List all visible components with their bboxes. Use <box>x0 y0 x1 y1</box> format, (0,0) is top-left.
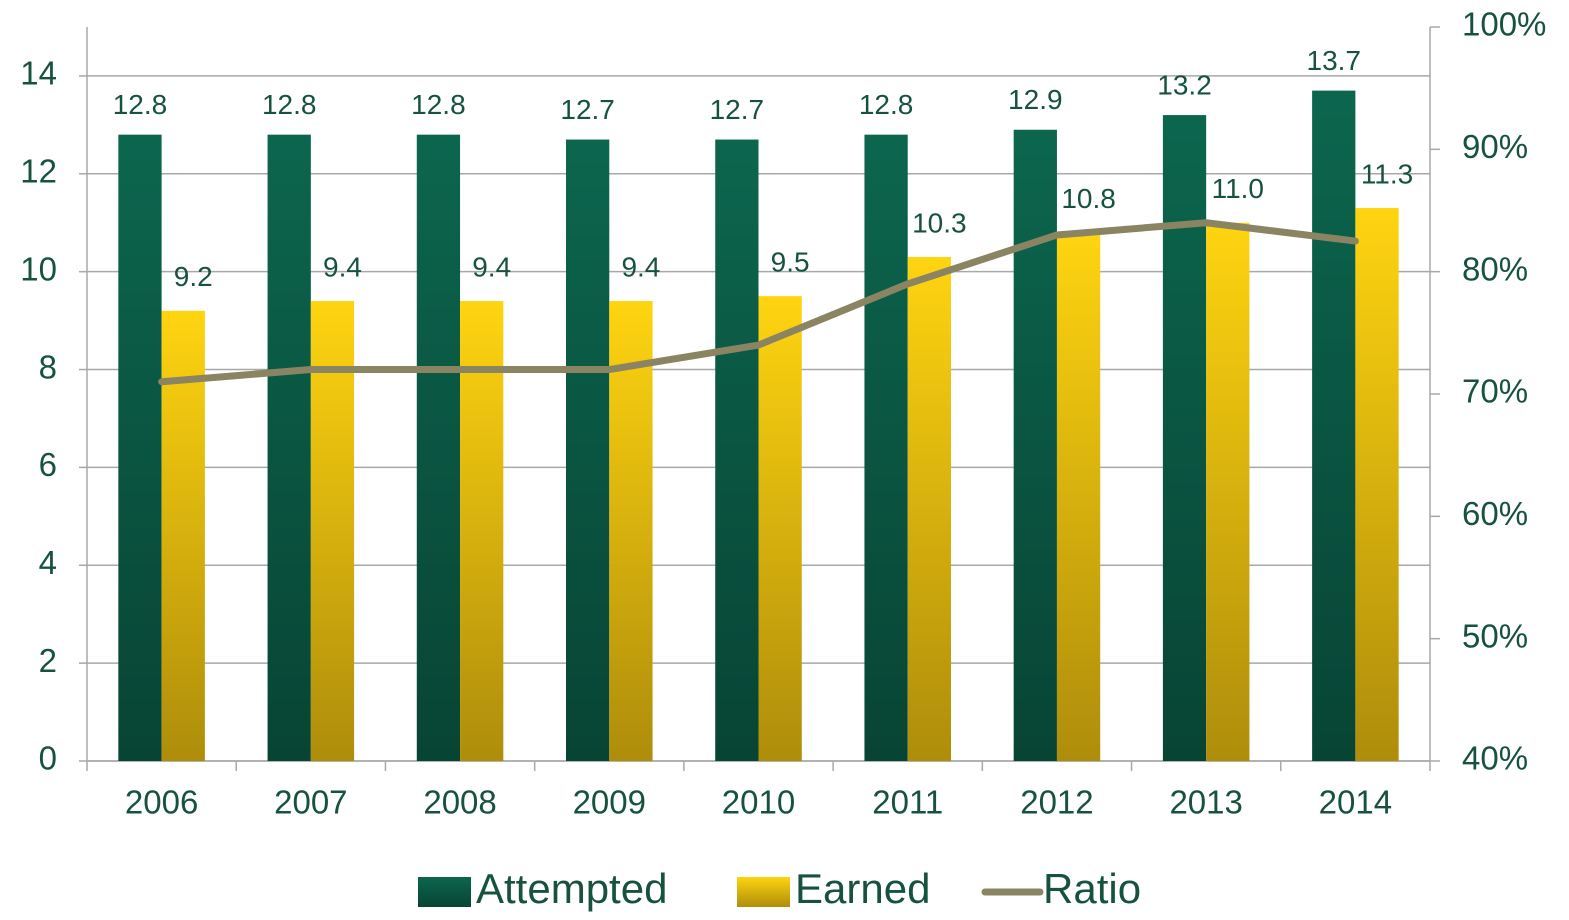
y-tick-label: 0 <box>39 740 57 777</box>
bar <box>1162 115 1207 761</box>
x-tick-label: 2010 <box>722 784 795 821</box>
data-label: 9.2 <box>174 261 213 292</box>
x-tick-label: 2012 <box>1020 784 1093 821</box>
x-tick-label: 2006 <box>125 784 198 821</box>
legend-label: Attempted <box>476 865 667 912</box>
y-tick-label: 6 <box>39 446 57 483</box>
x-tick-label: 2008 <box>423 784 496 821</box>
bar <box>161 310 205 761</box>
data-label: 9.5 <box>771 247 810 278</box>
legend-swatch <box>418 877 471 907</box>
data-label: 10.3 <box>912 207 967 238</box>
data-label: 9.4 <box>621 251 660 282</box>
y2-tick-label: 100% <box>1462 6 1546 43</box>
bar <box>715 139 759 762</box>
bar <box>267 134 311 762</box>
y-tick-label: 10 <box>20 250 57 287</box>
data-label: 12.8 <box>411 89 466 120</box>
data-label: 12.8 <box>262 89 317 120</box>
ratio-line <box>158 219 1359 386</box>
y-tick-label: 2 <box>39 642 57 679</box>
x-tick-label: 2014 <box>1319 784 1392 821</box>
legend-swatch <box>737 877 790 907</box>
bar <box>1056 232 1101 761</box>
bar <box>1013 129 1057 761</box>
bar <box>758 296 802 761</box>
bar <box>118 134 162 762</box>
data-label: 9.4 <box>323 251 362 282</box>
y2-tick-label: 60% <box>1462 495 1528 532</box>
data-label: 13.7 <box>1307 45 1362 76</box>
bar <box>1312 90 1356 761</box>
data-label: 11.0 <box>1212 173 1264 204</box>
bar <box>1206 222 1250 761</box>
x-tick-label: 2011 <box>872 784 943 821</box>
bar <box>864 134 908 762</box>
data-label: 9.4 <box>472 251 511 282</box>
y2-tick-label: 40% <box>1462 740 1528 777</box>
bar <box>310 301 355 761</box>
y2-tick-label: 90% <box>1462 128 1528 165</box>
y2-tick-label: 80% <box>1462 250 1528 287</box>
bar <box>416 134 461 762</box>
data-label: 12.7 <box>710 94 765 125</box>
x-tick-label: 2009 <box>573 784 646 821</box>
y2-tick-label: 50% <box>1462 617 1528 654</box>
x-tick-label: 2007 <box>274 784 347 821</box>
data-label: 12.8 <box>113 89 168 120</box>
data-label: 12.8 <box>859 89 914 120</box>
bar <box>907 256 951 761</box>
y-tick-label: 14 <box>20 55 57 92</box>
legend-label: Ratio <box>1043 865 1141 912</box>
y-tick-label: 4 <box>39 544 57 581</box>
data-label: 12.9 <box>1008 84 1063 115</box>
legend-label: Earned <box>795 865 930 912</box>
data-label: 11.3 <box>1361 158 1413 189</box>
data-label: 10.8 <box>1061 183 1116 214</box>
data-label: 13.2 <box>1157 69 1212 100</box>
data-label: 12.7 <box>560 94 615 125</box>
bar <box>609 301 653 761</box>
y-tick-label: 8 <box>39 348 57 385</box>
bar <box>566 139 610 762</box>
y2-tick-label: 70% <box>1462 373 1528 410</box>
y-tick-label: 12 <box>20 153 57 190</box>
bar <box>1355 208 1399 761</box>
x-tick-label: 2013 <box>1169 784 1242 821</box>
bar <box>460 301 504 761</box>
